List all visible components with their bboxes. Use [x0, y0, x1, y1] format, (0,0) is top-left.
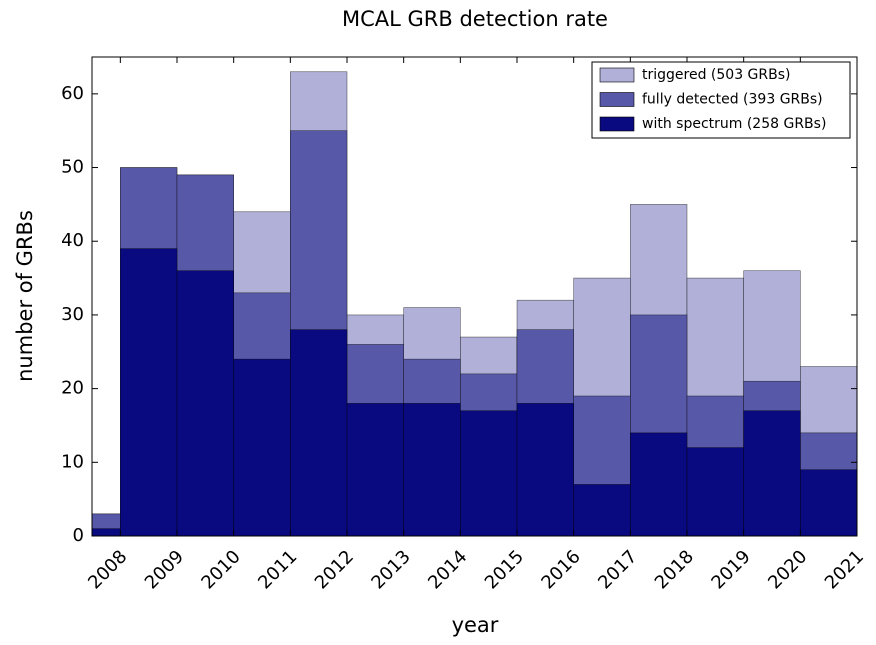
x-tick-label: 2014: [424, 546, 471, 593]
bar: [290, 329, 348, 537]
bar: [800, 469, 858, 537]
y-tick-label: 40: [61, 230, 84, 251]
bar: [176, 270, 234, 537]
bar: [91, 528, 121, 537]
y-axis-label: number of GRBs: [13, 210, 37, 382]
x-tick-label: 2021: [821, 546, 868, 593]
legend-swatch: [599, 116, 635, 132]
y-tick-label: 0: [73, 525, 84, 546]
x-tick-label: 2011: [254, 546, 301, 593]
x-tick-label: 2012: [311, 546, 358, 593]
x-tick-label: 2013: [367, 546, 414, 593]
bar: [686, 447, 744, 537]
legend-swatch: [599, 67, 635, 83]
y-tick-label: 10: [61, 451, 84, 472]
x-axis-label: year: [452, 613, 499, 637]
bar: [630, 432, 688, 537]
bar: [233, 358, 291, 537]
bar: [120, 248, 178, 537]
x-tick-label: 2019: [707, 546, 754, 593]
x-tick-label: 2018: [651, 546, 698, 593]
bar: [743, 410, 801, 537]
legend-label: with spectrum (258 GRBs): [642, 116, 826, 132]
y-tick-label: 60: [61, 83, 84, 104]
legend-box: [591, 61, 851, 139]
y-tick-label: 30: [61, 304, 84, 325]
bar: [516, 403, 574, 537]
x-tick-label: 2016: [537, 546, 584, 593]
legend-swatch: [599, 92, 635, 107]
bar: [573, 484, 631, 537]
bar: [403, 403, 461, 537]
x-tick-label: 2015: [481, 546, 528, 593]
x-tick-label: 2020: [764, 546, 811, 593]
x-tick-label: 2010: [197, 546, 244, 593]
x-tick-label: 2017: [594, 546, 641, 593]
x-tick-label: 2008: [84, 546, 131, 593]
bar: [346, 403, 404, 537]
y-tick-label: 20: [61, 378, 84, 399]
legend-label: triggered (503 GRBs): [642, 67, 791, 83]
legend-label: fully detected (393 GRBs): [642, 92, 823, 108]
plot-frame: [91, 56, 858, 537]
chart-title: MCAL GRB detection rate: [342, 7, 608, 31]
y-tick-label: 50: [61, 157, 84, 178]
bar: [460, 410, 518, 537]
x-tick-label: 2009: [141, 546, 188, 593]
